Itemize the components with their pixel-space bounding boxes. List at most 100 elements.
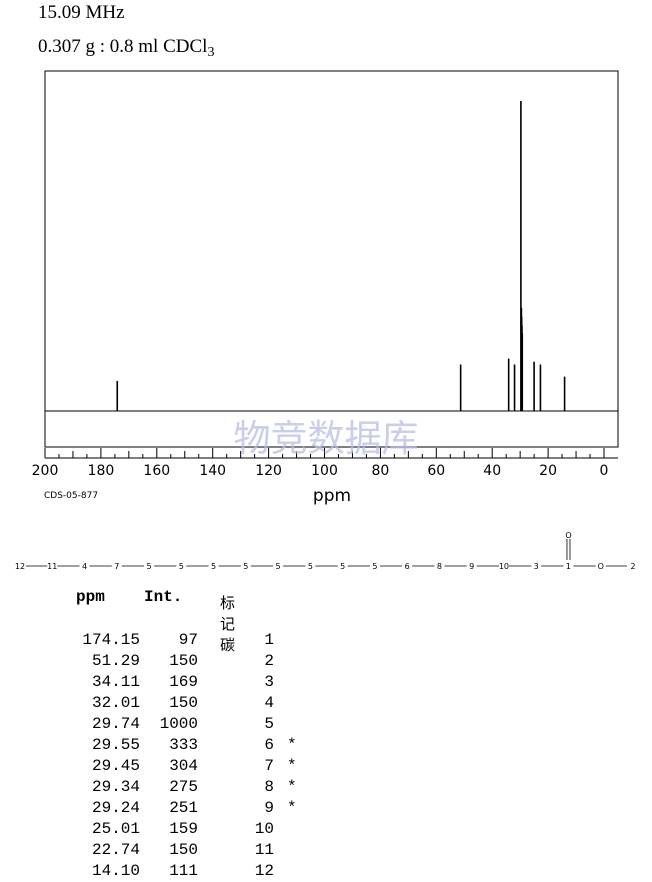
atom-label: 2 <box>630 562 635 571</box>
cell-ppm: 14.10 <box>91 862 140 880</box>
cell-int: 333 <box>169 736 198 754</box>
peaks-group <box>116 101 566 411</box>
cell-int: 251 <box>169 799 198 817</box>
atom-label: 11 <box>47 562 57 571</box>
cell-int: 275 <box>169 778 198 796</box>
cell-int: 150 <box>169 694 198 712</box>
molecule-structure: 12 11 4 7 5 5 5 5 5 5 5 5 6 8 9 10 3 1 O 2 O <box>15 531 638 571</box>
cell-carbon: 4 <box>264 694 274 712</box>
atom-background <box>595 561 606 571</box>
cell-mark: * <box>287 778 297 796</box>
nmr-spectrum-chart: 200 180 160 140 120 100 80 60 40 20 0 ppm CDS-05-8… <box>14 70 638 571</box>
cell-ppm: 29.45 <box>91 757 140 775</box>
atom-label: 4 <box>82 562 87 571</box>
atom-background <box>498 561 509 571</box>
cell-carbon: 8 <box>264 778 274 796</box>
atom-label: 1 <box>566 562 571 571</box>
atom-label: 5 <box>243 562 248 571</box>
atom-background <box>273 561 284 571</box>
x-axis: 200 180 160 140 120 100 80 60 40 20 0 <box>32 448 618 479</box>
atom-label: 10 <box>499 562 509 571</box>
x-tick-label: 40 <box>483 463 501 479</box>
cell-ppm: 29.74 <box>91 715 140 733</box>
atom-background <box>47 561 58 571</box>
cell-ppm: 29.34 <box>91 778 140 796</box>
atom-background <box>337 561 348 571</box>
col-header-carbon: 标记碳 <box>220 594 236 654</box>
watermark: 物竞数据库 <box>234 417 419 460</box>
x-tick-label: 140 <box>199 463 226 479</box>
cell-carbon: 12 <box>254 862 274 880</box>
sample-text: 0.307 g : 0.8 ml CDCl <box>38 36 208 57</box>
cell-carbon: 11 <box>254 841 274 859</box>
atom-label: 5 <box>179 562 184 571</box>
cell-int: 150 <box>169 652 198 670</box>
atom-background <box>434 561 445 571</box>
cell-carbon: 10 <box>254 820 274 838</box>
sample-label: 0.307 g : 0.8 ml CDCl3 <box>38 36 215 60</box>
x-tick-label: 20 <box>539 463 557 479</box>
cell-carbon: 3 <box>264 673 274 691</box>
atom-background <box>111 561 122 571</box>
x-tick-label: 80 <box>371 463 389 479</box>
atom-background <box>176 561 187 571</box>
cell-ppm: 29.24 <box>91 799 140 817</box>
atom-background <box>369 561 380 571</box>
cell-mark: * <box>287 757 297 775</box>
cell-int: 1000 <box>159 715 198 733</box>
frequency-label: 15.09 MHz <box>38 2 125 23</box>
col-header-ppm: ppm <box>76 588 105 606</box>
cell-int: 304 <box>169 757 198 775</box>
x-tick-label: 160 <box>143 463 170 479</box>
cell-ppm: 51.29 <box>91 652 140 670</box>
cell-mark: * <box>287 736 297 754</box>
atom-background <box>628 561 638 571</box>
atom-label: 3 <box>534 562 539 571</box>
atom-background <box>144 561 155 571</box>
atom-label: 6 <box>405 562 410 571</box>
atom-label: 7 <box>114 562 119 571</box>
atom-background <box>531 561 542 571</box>
cell-carbon: 2 <box>264 652 274 670</box>
atom-label: 12 <box>15 562 25 571</box>
cell-int: 150 <box>169 841 198 859</box>
atom-background <box>15 561 25 571</box>
spectrum-code: CDS-05-877 <box>44 491 98 501</box>
atom-background <box>240 561 251 571</box>
x-tick-label: 60 <box>427 463 445 479</box>
cell-int: 159 <box>169 820 198 838</box>
cell-int: 111 <box>169 862 198 880</box>
atom-background <box>79 561 90 571</box>
atom-label: 5 <box>276 562 281 571</box>
atom-label: O <box>598 562 604 571</box>
atom-label: 9 <box>469 562 474 571</box>
atom-label: 5 <box>147 562 152 571</box>
col-header-int: Int. <box>144 588 183 606</box>
atom-label: 5 <box>308 562 313 571</box>
atom-background <box>563 561 574 571</box>
sample-subscript: 3 <box>207 45 215 60</box>
x-tick-label: 180 <box>88 463 115 479</box>
cell-int: 169 <box>169 673 198 691</box>
plot-border <box>44 70 619 448</box>
atom-background <box>208 561 219 571</box>
x-tick-label: 200 <box>32 463 59 479</box>
cell-carbon: 7 <box>264 757 274 775</box>
cell-ppm: 25.01 <box>91 820 140 838</box>
cell-carbon: 5 <box>264 715 274 733</box>
x-axis-label: ppm <box>313 486 351 506</box>
carbonyl-oxygen: O <box>565 531 571 540</box>
atom-background <box>466 561 477 571</box>
cell-int: 97 <box>178 631 198 649</box>
cell-ppm: 22.74 <box>91 841 140 859</box>
x-tick-label: 0 <box>600 463 609 479</box>
cell-ppm: 174.15 <box>82 631 140 649</box>
atom-label: 5 <box>372 562 377 571</box>
cell-mark: * <box>287 799 297 817</box>
atom-label: 8 <box>437 562 442 571</box>
cell-carbon: 1 <box>264 631 274 649</box>
x-tick-label: 120 <box>255 463 282 479</box>
cell-ppm: 32.01 <box>91 694 140 712</box>
atom-background <box>305 561 316 571</box>
atom-label: 5 <box>211 562 216 571</box>
